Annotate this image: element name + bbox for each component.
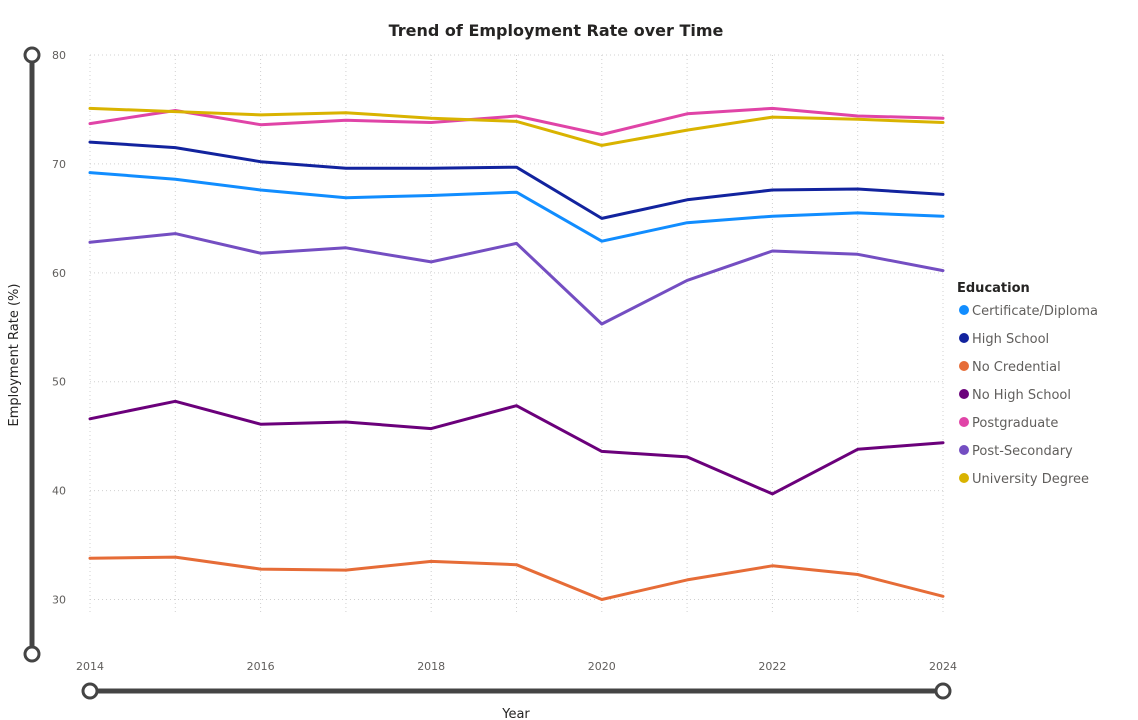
legend-item[interactable]: Postgraduate [959, 416, 1058, 431]
y-tick-label: 60 [52, 267, 66, 280]
x-axis-title: Year [501, 707, 530, 720]
y-axis-ticks: 30 40 50 60 70 80 [52, 49, 66, 607]
grid [89, 54, 944, 614]
x-slider-right-handle[interactable] [934, 682, 952, 700]
chart-title: Trend of Employment Rate over Time [389, 21, 724, 40]
series-lines [88, 106, 945, 601]
y-zoom-slider[interactable] [23, 46, 41, 663]
series-line-no-high-school [88, 399, 945, 496]
legend-label: Postgraduate [972, 416, 1058, 431]
x-tick-label: 2024 [929, 660, 957, 673]
y-slider-bottom-handle[interactable] [23, 645, 41, 663]
series-line-postgraduate [88, 106, 945, 136]
x-tick-label: 2020 [588, 660, 616, 673]
legend-marker [959, 417, 969, 427]
legend-marker [959, 389, 969, 399]
y-tick-label: 70 [52, 158, 66, 171]
series-line-certificate-diploma [88, 171, 945, 243]
legend-item[interactable]: High School [959, 332, 1049, 347]
series-line-no-credential [88, 555, 945, 601]
legend-label: Post-Secondary [972, 444, 1073, 459]
x-slider-left-handle[interactable] [81, 682, 99, 700]
legend-label: University Degree [972, 472, 1089, 487]
x-tick-label: 2014 [76, 660, 104, 673]
legend-item[interactable]: No High School [959, 388, 1071, 403]
x-tick-label: 2018 [417, 660, 445, 673]
y-slider-top-handle[interactable] [23, 46, 41, 64]
legend-item[interactable]: Post-Secondary [959, 444, 1073, 459]
series-line-high-school [88, 140, 945, 220]
y-axis-title: Employment Rate (%) [7, 284, 22, 427]
legend-item[interactable]: No Credential [959, 360, 1061, 375]
series-line-university-degree [88, 106, 945, 147]
legend-label: Certificate/Diploma [972, 304, 1098, 319]
legend-marker [959, 361, 969, 371]
legend-marker [959, 333, 969, 343]
y-tick-label: 30 [52, 594, 66, 607]
x-zoom-slider[interactable] [81, 682, 952, 700]
series-line-post-secondary [88, 232, 945, 326]
legend: Education Certificate/Diploma High School… [957, 281, 1098, 487]
legend-item[interactable]: University Degree [959, 472, 1089, 487]
legend-item[interactable]: Certificate/Diploma [959, 304, 1098, 319]
x-tick-label: 2022 [758, 660, 786, 673]
legend-label: No High School [972, 388, 1071, 403]
legend-title: Education [957, 281, 1030, 296]
legend-marker [959, 473, 969, 483]
legend-marker [959, 305, 969, 315]
legend-marker [959, 445, 969, 455]
legend-label: High School [972, 332, 1049, 347]
x-axis-ticks: 2014 2016 2018 2020 2022 2024 [76, 660, 957, 673]
y-tick-label: 80 [52, 49, 66, 62]
legend-label: No Credential [972, 360, 1061, 375]
y-tick-label: 50 [52, 376, 66, 389]
y-tick-label: 40 [52, 485, 66, 498]
x-tick-label: 2016 [247, 660, 275, 673]
